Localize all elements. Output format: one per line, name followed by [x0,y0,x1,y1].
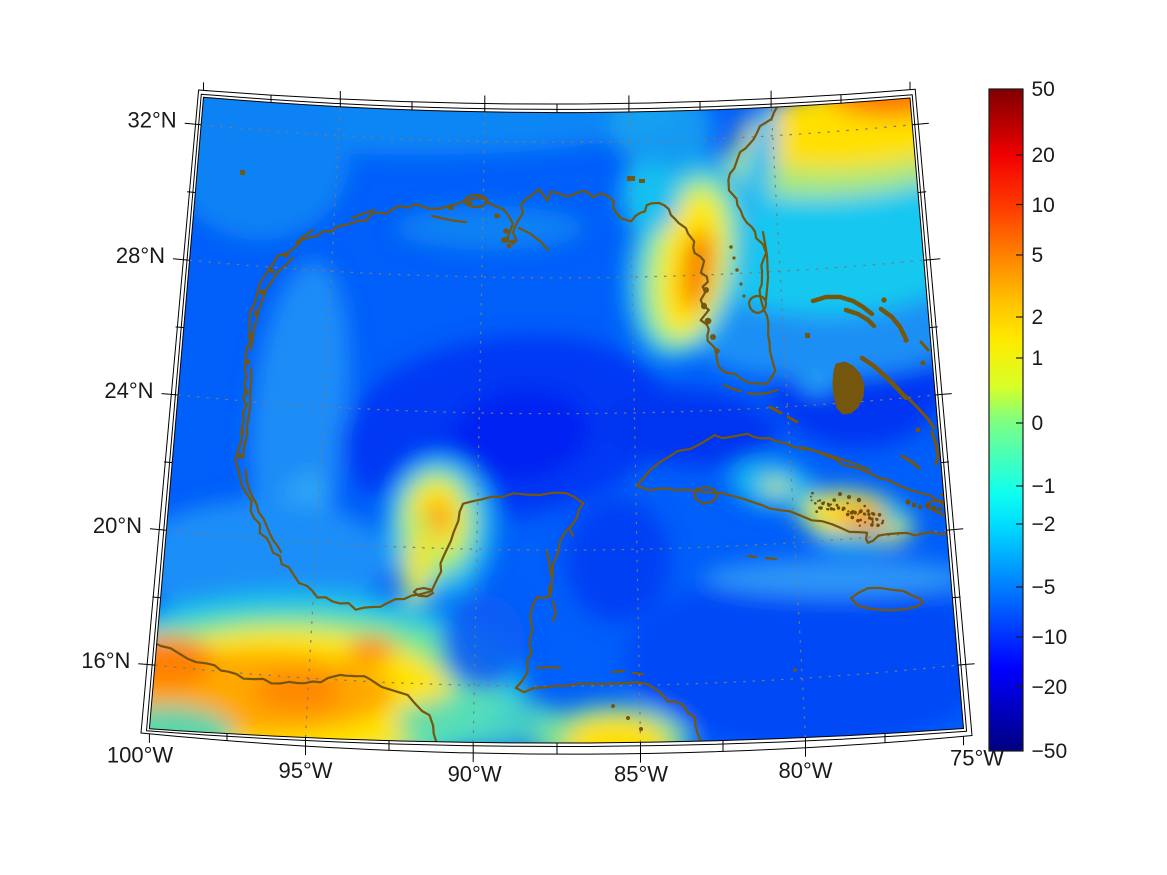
svg-text:28°N: 28°N [116,243,165,268]
svg-text:85°W: 85°W [614,762,668,787]
svg-text:20: 20 [1032,144,1055,167]
svg-text:50: 50 [1032,78,1055,101]
svg-text:−2: −2 [1032,513,1056,536]
svg-text:−50: −50 [1032,740,1068,763]
svg-text:20°N: 20°N [93,513,142,538]
svg-text:−5: −5 [1032,576,1056,599]
svg-text:0: 0 [1032,412,1044,435]
svg-text:32°N: 32°N [128,108,177,133]
svg-text:80°W: 80°W [778,758,832,783]
svg-text:2: 2 [1032,306,1044,329]
svg-text:1: 1 [1032,347,1044,370]
svg-text:5: 5 [1032,244,1044,267]
svg-text:−10: −10 [1032,626,1068,649]
svg-text:16°N: 16°N [81,648,130,673]
svg-text:90°W: 90°W [448,762,502,787]
svg-text:95°W: 95°W [278,758,332,783]
svg-text:−1: −1 [1032,475,1056,498]
svg-text:100°W: 100°W [107,743,174,768]
svg-text:10: 10 [1032,194,1055,217]
svg-text:24°N: 24°N [104,378,153,403]
svg-text:−20: −20 [1032,676,1068,699]
